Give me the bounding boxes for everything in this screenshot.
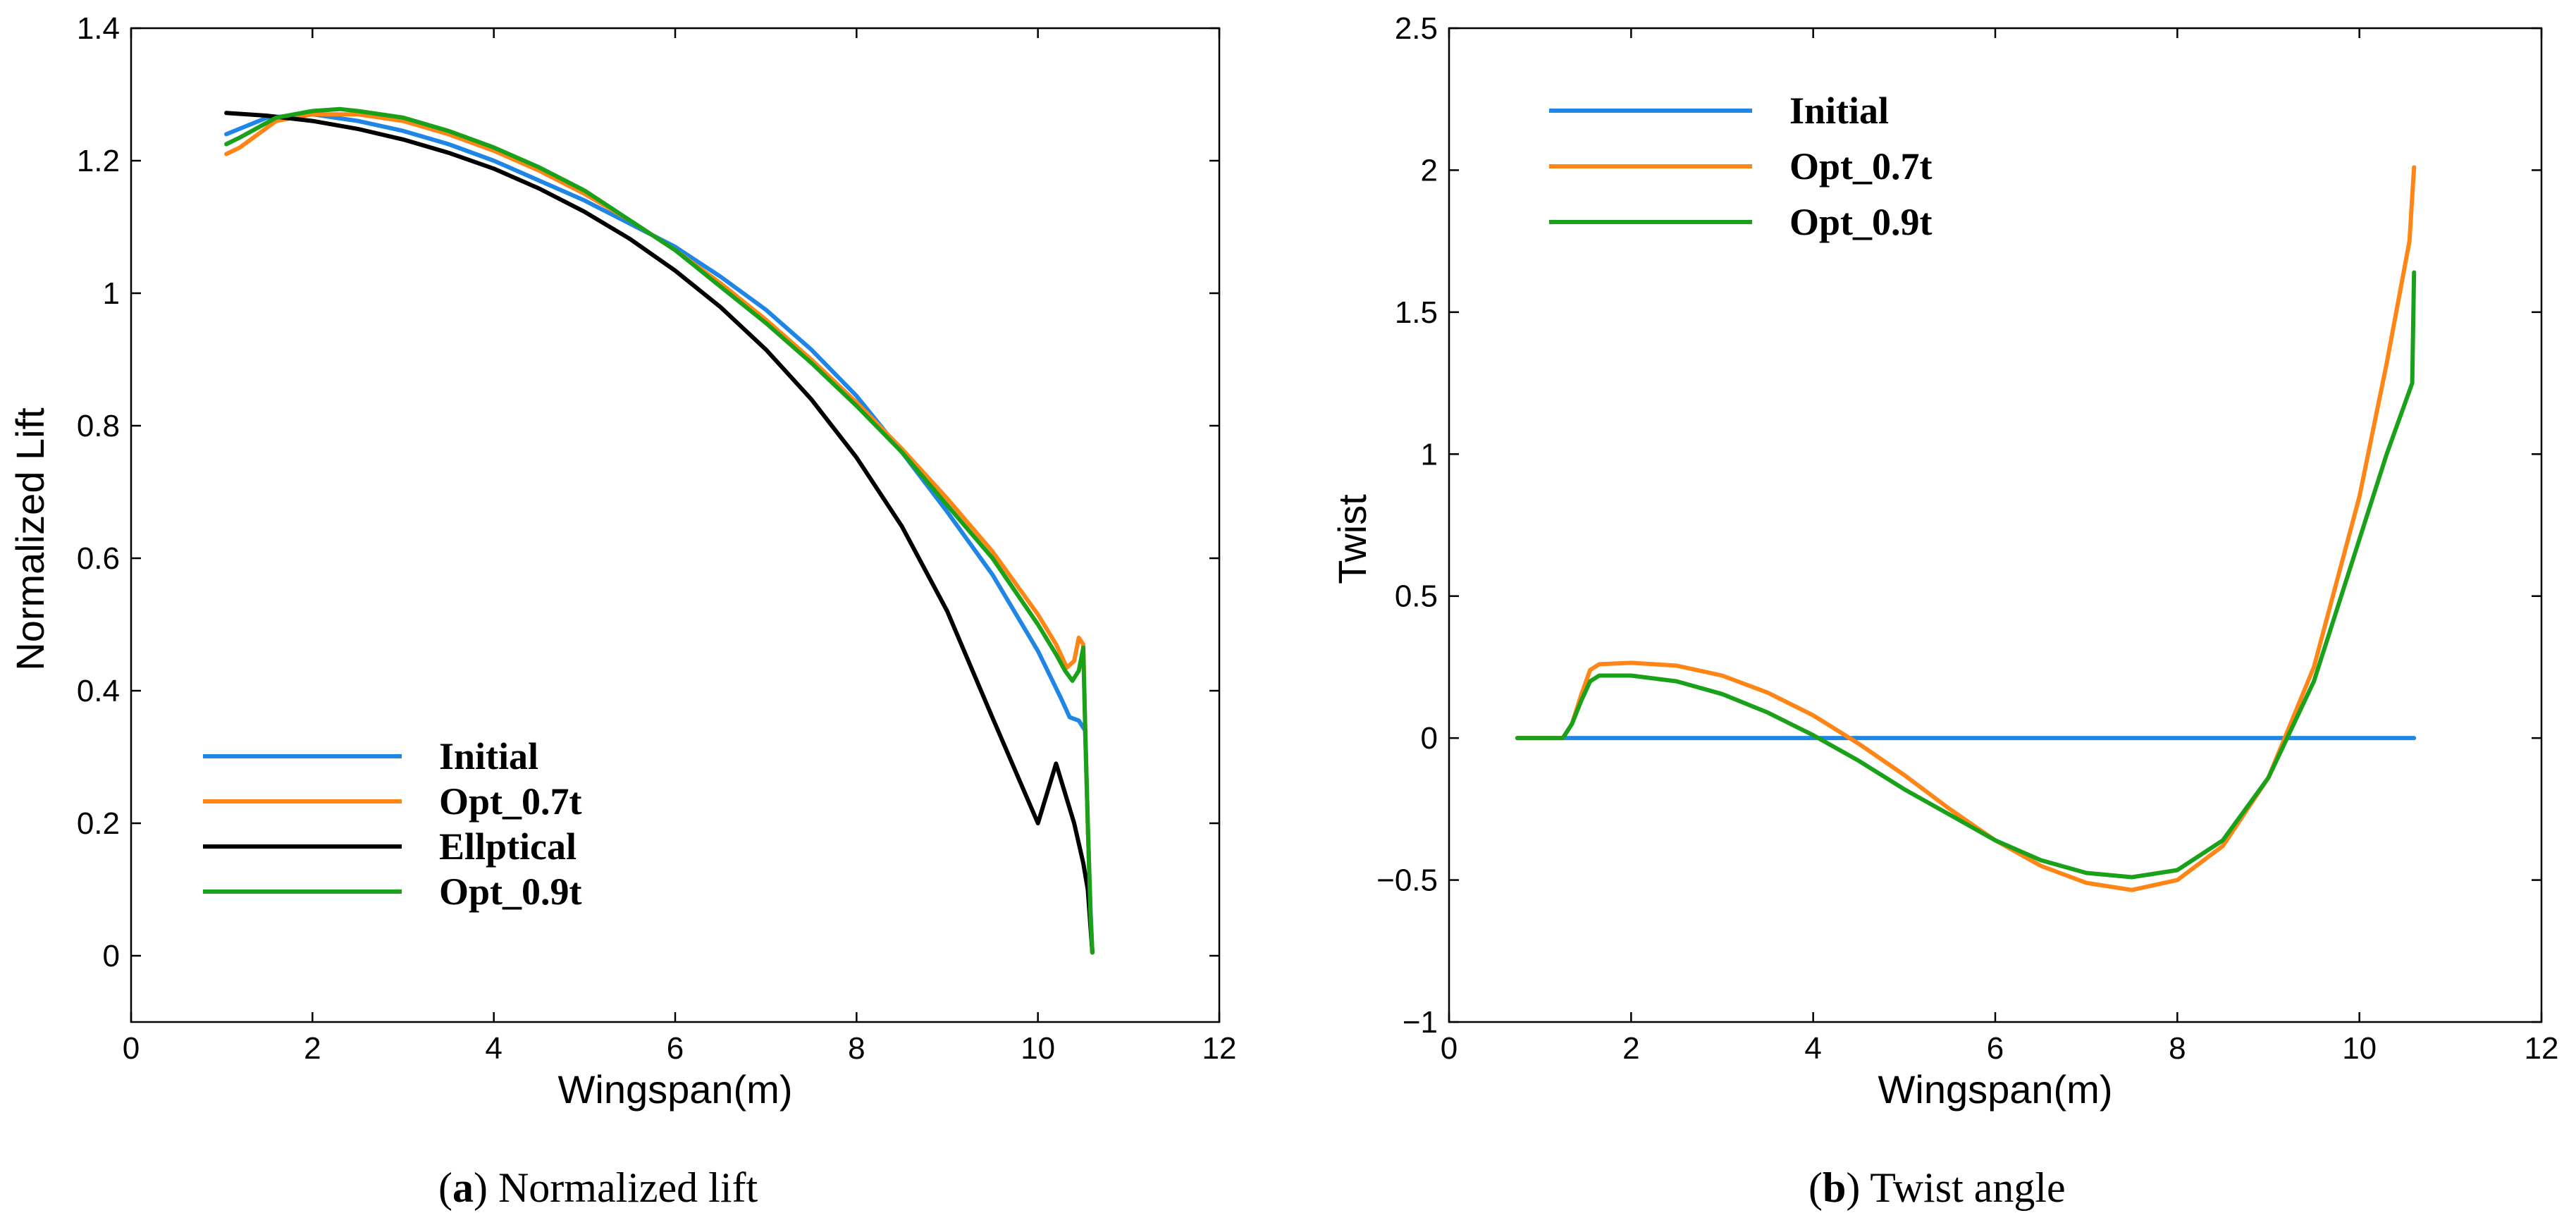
series-line-initial xyxy=(224,112,1095,955)
y-tick-label: 1.5 xyxy=(1395,295,1438,330)
y-tick-label: 0 xyxy=(1421,721,1438,756)
y-tick-label: 0.2 xyxy=(77,806,120,841)
y-tick-label: 1 xyxy=(103,276,120,311)
caption-paren-open: ( xyxy=(1808,1164,1823,1211)
x-tick-label: 2 xyxy=(304,1031,321,1066)
y-tick-label: 2 xyxy=(1421,153,1438,187)
figure-caption: (a) Normalized lift xyxy=(438,1164,758,1211)
y-tick-label: −0.5 xyxy=(1376,863,1438,898)
legend-label: Ellptical xyxy=(439,825,577,868)
x-axis-label: Wingspan(m) xyxy=(1878,1067,2113,1112)
x-tick-label: 10 xyxy=(2342,1031,2377,1066)
y-tick-label: −1 xyxy=(1403,1005,1438,1040)
legend-label: Opt_0.7t xyxy=(439,780,582,823)
x-tick-label: 8 xyxy=(2169,1031,2186,1066)
legend-label: Opt_0.9t xyxy=(1789,201,1933,243)
series-line-opt-0-9t xyxy=(224,106,1095,955)
caption-tag: b xyxy=(1823,1164,1846,1211)
legend: Initial Opt_0.7t Opt_0.9t xyxy=(1549,90,1933,243)
x-tick-label: 12 xyxy=(1202,1031,1237,1066)
caption-text: Twist angle xyxy=(1860,1164,2065,1211)
caption-paren-open: ( xyxy=(438,1164,452,1211)
y-tick-label: 0.6 xyxy=(77,541,120,576)
legend-label: Initial xyxy=(1789,90,1889,132)
x-tick-label: 0 xyxy=(123,1031,140,1066)
legend-label: Initial xyxy=(439,735,538,777)
x-tick-label: 12 xyxy=(2525,1031,2559,1066)
y-axis-label: Normalized Lift xyxy=(8,407,52,671)
y-tick-label: 1.2 xyxy=(77,144,120,178)
series-line-opt-0-7t xyxy=(224,112,1095,955)
y-tick-label: 0.8 xyxy=(77,409,120,443)
y-tick-label: 0 xyxy=(103,939,120,973)
caption-text: Normalized lift xyxy=(488,1164,758,1211)
y-tick-label: 1.4 xyxy=(77,11,120,46)
caption-paren-close: ) xyxy=(1846,1164,1860,1211)
x-tick-label: 4 xyxy=(485,1031,502,1066)
y-tick-label: 1 xyxy=(1421,437,1438,472)
caption-paren-close: ) xyxy=(474,1164,488,1211)
panel-a-normalized-lift: 0 2 4 6 8 10 12 0 0.2 0.4 0.6 0.8 1 1.2 1.4 Wingspan(m)… xyxy=(8,11,1236,1211)
series-line-opt-0-7t xyxy=(1515,165,2417,892)
x-tick-label: 2 xyxy=(1622,1031,1639,1066)
x-axis-label: Wingspan(m) xyxy=(558,1067,793,1112)
series-line-opt-0-9t xyxy=(1515,270,2417,880)
y-tick-label: 0.5 xyxy=(1395,579,1438,614)
legend-label: Opt_0.7t xyxy=(1789,145,1933,187)
x-tick-label: 4 xyxy=(1804,1031,1821,1066)
y-tick-label: 0.4 xyxy=(77,674,120,708)
caption-tag: a xyxy=(452,1164,474,1211)
figure-caption: (b) Twist angle xyxy=(1808,1164,2066,1211)
y-axis-label: Twist xyxy=(1330,494,1374,584)
x-tick-label: 6 xyxy=(1987,1031,2004,1066)
series-line-ellptical xyxy=(224,111,1095,955)
plot-frame xyxy=(1448,27,2543,1023)
x-tick-label: 0 xyxy=(1441,1031,1458,1066)
x-tick-label: 6 xyxy=(667,1031,684,1066)
y-tick-label: 2.5 xyxy=(1395,11,1438,46)
plot-frame xyxy=(130,27,1221,1023)
legend-label: Opt_0.9t xyxy=(439,870,582,913)
x-tick-label: 8 xyxy=(848,1031,865,1066)
panel-b-twist-angle: 0 2 4 6 8 10 12 −1 −0.5 0 0.5 1 1.5 2 2.5 Wingspan(m) Tw… xyxy=(1330,11,2558,1211)
x-tick-label: 10 xyxy=(1021,1031,1055,1066)
